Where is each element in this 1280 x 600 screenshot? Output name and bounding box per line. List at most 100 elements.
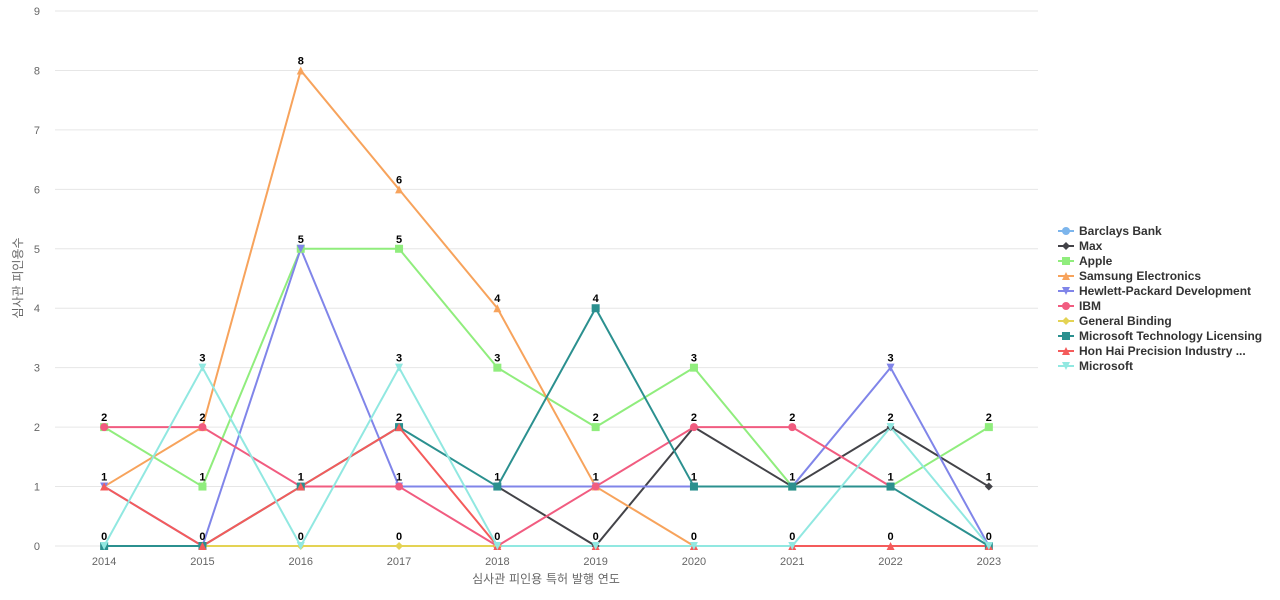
data-label: 2 [396, 412, 402, 424]
y-tick-label: 6 [34, 184, 40, 196]
data-point-general-binding [395, 542, 404, 550]
data-point-microsoft [788, 542, 797, 550]
legend-label: General Binding [1079, 314, 1172, 328]
data-label: 1 [789, 472, 795, 484]
x-tick-label: 2019 [583, 556, 607, 568]
data-label: 0 [494, 531, 500, 543]
data-label: 1 [691, 472, 697, 484]
data-label: 3 [396, 353, 402, 365]
data-point-microsoft [296, 542, 305, 550]
x-tick-label: 2022 [878, 556, 902, 568]
legend-item-max[interactable]: Max [1058, 239, 1103, 253]
data-point-apple [395, 244, 404, 253]
data-label: 0 [101, 531, 107, 543]
y-axis-ticks: 0 1 2 3 4 5 6 7 8 9 [34, 6, 40, 553]
legend-item-microsoft[interactable]: Microsoft [1058, 359, 1133, 373]
data-point-microsoft-technology-licensing [689, 482, 698, 491]
legend-marker [1062, 287, 1070, 295]
data-label: 1 [396, 472, 402, 484]
legend-marker [1062, 302, 1070, 310]
data-point-microsoft [984, 542, 993, 550]
data-label: 1 [986, 472, 992, 484]
data-label: 1 [593, 472, 599, 484]
x-tick-label: 2017 [387, 556, 411, 568]
legend-label: Hon Hai Precision Industry ... [1079, 344, 1246, 358]
x-tick-label: 2014 [92, 556, 116, 568]
data-point-microsoft-technology-licensing [493, 482, 502, 491]
data-label: 1 [101, 472, 107, 484]
x-tick-label: 2020 [682, 556, 706, 568]
data-point-hon-hai-precision-industry [296, 482, 305, 491]
data-point-hon-hai-precision-industry [395, 423, 404, 432]
x-tick-label: 2015 [190, 556, 214, 568]
x-tick-label: 2021 [780, 556, 804, 568]
data-point-apple [591, 423, 600, 432]
data-label: 0 [593, 531, 599, 543]
data-point-apple [198, 482, 207, 491]
legend-item-hewlett-packard-development[interactable]: Hewlett-Packard Development [1058, 284, 1251, 298]
data-point-ibm [689, 423, 698, 432]
data-label: 3 [494, 353, 500, 365]
x-axis-title: 심사관 피인용 특허 발행 연도 [472, 571, 620, 586]
legend-marker [1062, 227, 1070, 235]
data-label: 2 [199, 412, 205, 424]
legend-item-apple[interactable]: Apple [1058, 254, 1113, 268]
data-label: 3 [199, 353, 205, 365]
data-point-hon-hai-precision-industry [198, 542, 207, 550]
legend-label: Apple [1079, 254, 1113, 268]
x-axis-ticks: 2014 2015 2016 2017 2018 2019 2020 2021 2022 2023 [92, 556, 1001, 568]
data-point-microsoft [395, 363, 404, 372]
data-label: 2 [101, 412, 107, 424]
data-point-max [984, 482, 993, 491]
legend-label: Samsung Electronics [1079, 269, 1201, 283]
data-label: 5 [396, 234, 402, 246]
data-point-hon-hai-precision-industry [100, 482, 109, 491]
data-label: 4 [593, 293, 600, 305]
data-point-apple [493, 363, 502, 372]
data-label: 1 [199, 472, 205, 484]
legend-item-hon-hai-precision-industry[interactable]: Hon Hai Precision Industry ... [1058, 344, 1246, 358]
data-point-microsoft [886, 423, 895, 432]
legend-item-barclays-bank[interactable]: Barclays Bank [1058, 224, 1162, 238]
data-label: 1 [887, 472, 893, 484]
data-label: 2 [691, 412, 697, 424]
legend-item-samsung-electronics[interactable]: Samsung Electronics [1058, 269, 1201, 283]
data-label: 2 [593, 412, 599, 424]
data-label: 0 [691, 531, 697, 543]
data-point-hewlett-packard-development [296, 244, 305, 253]
y-tick-label: 4 [34, 303, 40, 315]
legend-item-general-binding[interactable]: General Binding [1058, 314, 1172, 328]
data-label: 0 [789, 531, 795, 543]
data-point-samsung-electronics [296, 66, 305, 75]
data-label: 5 [298, 234, 304, 246]
legend-label: Barclays Bank [1079, 224, 1162, 238]
y-axis-title: 심사관 피인용수 [11, 237, 25, 318]
data-label: 0 [887, 531, 893, 543]
legend-marker [1062, 332, 1070, 340]
legend-item-ibm[interactable]: IBM [1058, 299, 1101, 313]
data-point-ibm [198, 423, 207, 432]
data-point-microsoft-technology-licensing [788, 482, 797, 491]
data-point-samsung-electronics [493, 304, 502, 313]
data-label: 0 [298, 531, 304, 543]
data-label: 4 [494, 293, 501, 305]
data-label: 0 [986, 531, 992, 543]
legend-label: Hewlett-Packard Development [1079, 284, 1251, 298]
data-label: 3 [691, 353, 697, 365]
data-label: 2 [986, 412, 992, 424]
x-tick-label: 2018 [485, 556, 509, 568]
y-tick-label: 1 [34, 482, 40, 494]
data-point-microsoft [100, 542, 109, 550]
data-label: 2 [789, 412, 795, 424]
data-point-samsung-electronics [395, 185, 404, 194]
legend-label: Microsoft [1079, 359, 1133, 373]
data-label: 1 [298, 472, 304, 484]
legend-marker [1062, 272, 1070, 280]
data-point-apple [984, 423, 993, 432]
y-tick-label: 7 [34, 125, 40, 137]
data-label: 8 [298, 55, 304, 67]
data-point-microsoft [591, 542, 600, 550]
legend-item-microsoft-technology-licensing[interactable]: Microsoft Technology Licensing [1058, 329, 1262, 343]
